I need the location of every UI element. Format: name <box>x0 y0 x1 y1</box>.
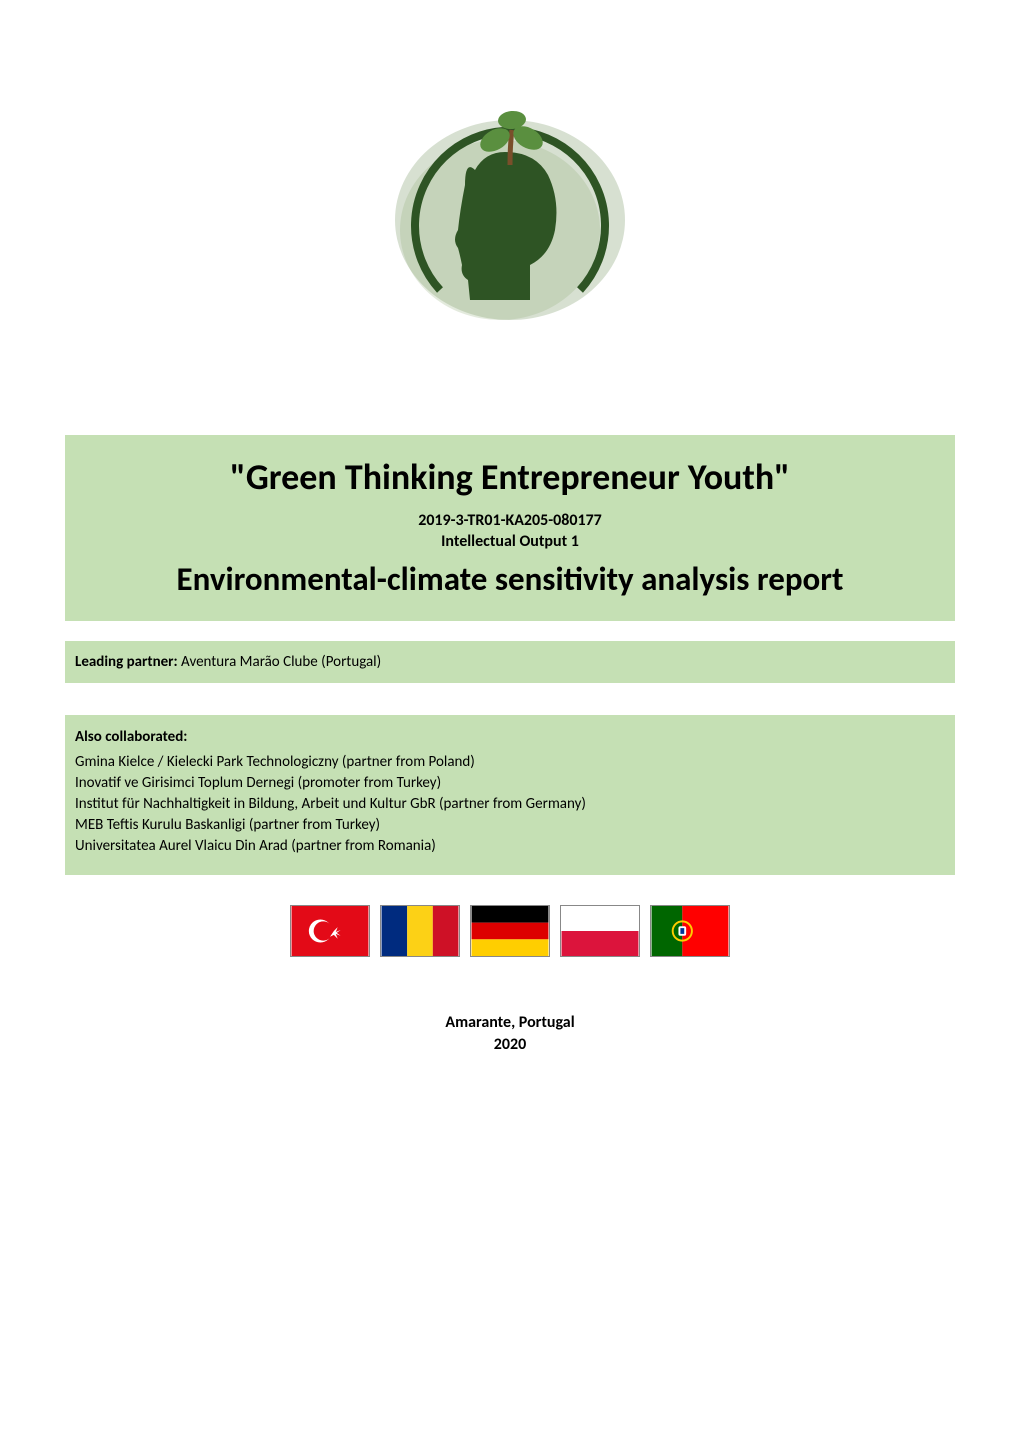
green-thinking-logo <box>380 90 640 350</box>
footer: Amarante, Portugal 2020 <box>65 1012 955 1057</box>
collaborators-box: Also collaborated: Gmina Kielce / Kielec… <box>65 715 955 875</box>
collaborators-label: Also collaborated: <box>75 727 945 748</box>
flags-container <box>65 905 955 962</box>
project-code: 2019-3-TR01-KA205-080177 <box>85 511 935 530</box>
main-title: "Green Thinking Entrepreneur Youth" <box>85 455 935 499</box>
romania-flag-icon <box>380 905 460 957</box>
poland-flag-icon <box>560 905 640 957</box>
flags-row <box>290 905 730 957</box>
title-box: "Green Thinking Entrepreneur Youth" 2019… <box>65 435 955 621</box>
collaborator-item: MEB Teftis Kurulu Baskanligi (partner fr… <box>75 815 945 836</box>
collaborator-item: Institut für Nachhaltigkeit in Bildung, … <box>75 794 945 815</box>
report-subtitle: Environmental-climate sensitivity analys… <box>85 559 935 599</box>
output-label: Intellectual Output 1 <box>85 532 935 551</box>
footer-location: Amarante, Portugal <box>65 1012 955 1034</box>
leading-partner-box: Leading partner: Aventura Marão Clube (P… <box>65 641 955 683</box>
turkey-flag-icon <box>290 905 370 957</box>
leading-partner-label: Leading partner: <box>75 653 181 671</box>
document-page: "Green Thinking Entrepreneur Youth" 2019… <box>0 0 1020 1442</box>
collaborator-item: Gmina Kielce / Kielecki Park Technologic… <box>75 752 945 773</box>
collaborator-item: Inovatif ve Girisimci Toplum Dernegi (pr… <box>75 773 945 794</box>
germany-flag-icon <box>470 905 550 957</box>
logo-container <box>65 60 955 435</box>
collaborator-item: Universitatea Aurel Vlaicu Din Arad (par… <box>75 836 945 857</box>
portugal-flag-icon <box>650 905 730 957</box>
footer-year: 2020 <box>65 1034 955 1056</box>
leading-partner-value: Aventura Marão Clube (Portugal) <box>181 653 381 671</box>
